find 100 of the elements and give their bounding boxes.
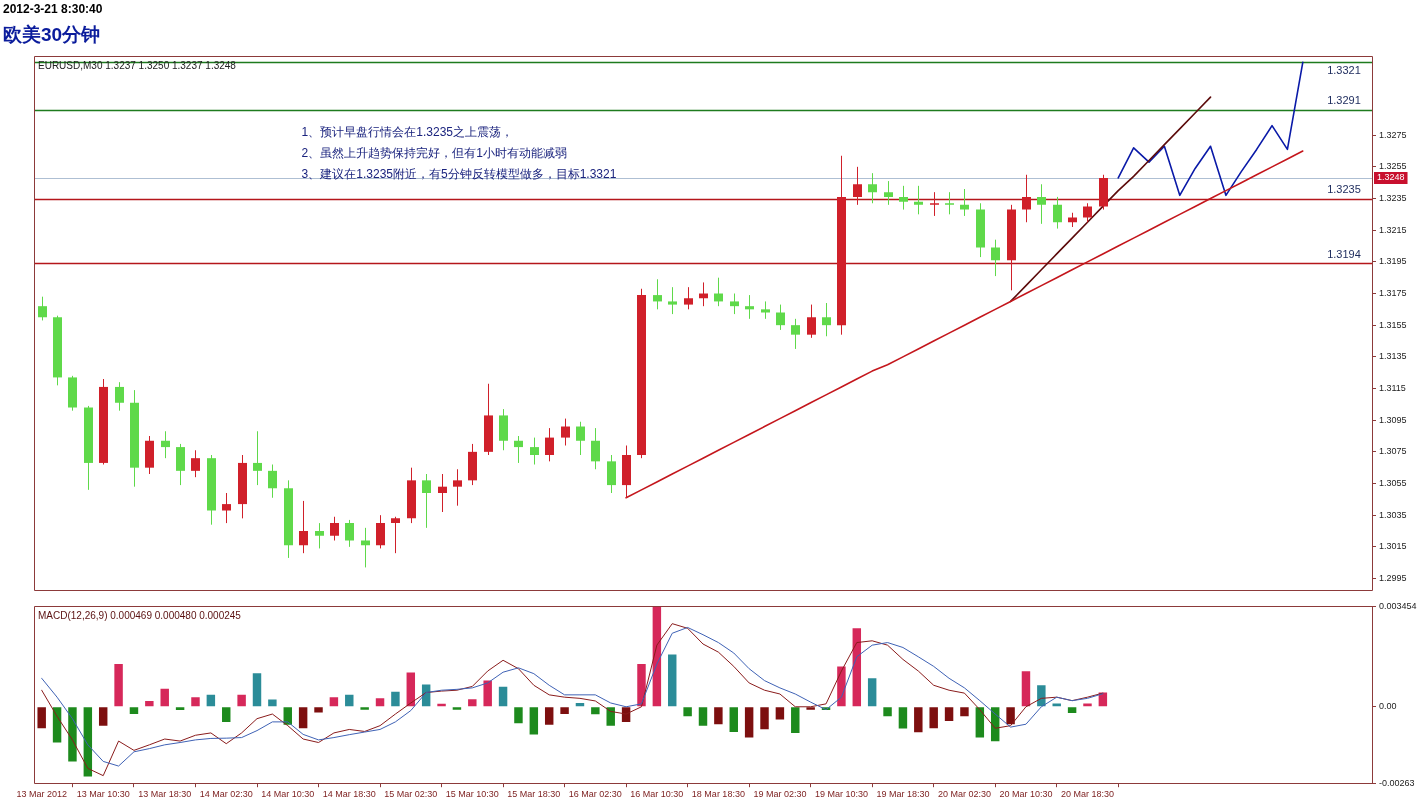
- candlestick: [853, 166, 862, 206]
- ref-line-label: 1.3291: [1327, 94, 1361, 107]
- bar: [867, 678, 877, 707]
- x-tick-label: 16 Mar 10:30: [630, 789, 684, 800]
- x-tick-label: 13 Mar 2012: [16, 789, 67, 800]
- bar: [929, 707, 938, 729]
- candlestick: [530, 437, 539, 466]
- bar: [375, 698, 385, 707]
- y-tick-label: 1.3015: [1379, 541, 1407, 552]
- candlestick: [38, 296, 47, 321]
- y-tick-label: 1.3195: [1379, 256, 1407, 267]
- y-tick-label: 1.3215: [1379, 224, 1407, 235]
- candlestick: [222, 492, 231, 524]
- ref-line-label: 1.3235: [1327, 183, 1361, 196]
- ref-line-label: 1.3321: [1327, 63, 1361, 76]
- candlestick: [176, 443, 185, 486]
- x-tick-label: 15 Mar 10:30: [445, 789, 499, 800]
- bar: [406, 672, 416, 707]
- bar: [437, 703, 446, 707]
- bar: [452, 707, 462, 710]
- candlestick: [268, 464, 277, 499]
- candlestick: [945, 191, 954, 215]
- bar: [806, 707, 815, 710]
- bar: [68, 707, 77, 762]
- bar: [83, 707, 93, 777]
- x-tick-label: 18 Mar 18:30: [691, 789, 745, 800]
- candlestick: [561, 418, 570, 447]
- candlestick: [576, 421, 585, 456]
- ref-line-label: 1.3248: [1377, 172, 1405, 183]
- x-tick-label: 13 Mar 10:30: [76, 789, 130, 800]
- bar: [791, 707, 800, 733]
- candlestick: [653, 278, 662, 310]
- bar: [360, 707, 369, 710]
- bar: [329, 697, 339, 707]
- y-tick-label: 0.003454: [1379, 600, 1417, 611]
- bar: [498, 686, 508, 707]
- candlestick: [730, 293, 739, 315]
- y-tick-label: 1.3175: [1379, 287, 1407, 298]
- y-tick-label: 0.00: [1379, 701, 1397, 712]
- bar: [698, 707, 708, 726]
- y-tick-label: 1.2995: [1379, 573, 1407, 583]
- candlestick: [315, 522, 324, 549]
- candlestick: [438, 473, 447, 513]
- y-axis-title: EURUSD,M30 1.3237 1.3250 1.3237 1.3248: [38, 60, 237, 71]
- candlestick: [668, 286, 677, 315]
- bar: [960, 707, 969, 717]
- candlestick: [1022, 174, 1031, 223]
- candlestick: [345, 519, 354, 548]
- candlestick: [807, 304, 816, 339]
- y-tick-label: 1.3135: [1379, 351, 1407, 362]
- candlestick: [960, 188, 969, 217]
- bar: [714, 707, 723, 725]
- bar: [160, 688, 169, 707]
- x-tick-label: 14 Mar 02:30: [199, 789, 253, 800]
- x-tick-label: 16 Mar 02:30: [568, 789, 622, 800]
- candlestick: [391, 516, 400, 554]
- x-tick-label: 13 Mar 18:30: [138, 789, 192, 800]
- bar: [191, 697, 200, 707]
- bar: [975, 707, 985, 738]
- candlestick: [545, 427, 554, 462]
- x-tick-label: 19 Mar 18:30: [876, 789, 930, 800]
- bar: [744, 707, 754, 738]
- candlestick: [899, 185, 908, 211]
- bar: [114, 664, 123, 707]
- bar: [129, 707, 139, 715]
- candlestick: [422, 473, 431, 529]
- y-tick-label: 1.3095: [1379, 414, 1407, 425]
- candlestick: [1083, 202, 1092, 223]
- candlestick: [930, 191, 939, 217]
- candlestick: [745, 294, 754, 320]
- bar: [391, 691, 400, 707]
- y-tick-label: 1.3035: [1379, 509, 1407, 520]
- x-tick-label: 20 Mar 18:30: [1060, 789, 1115, 800]
- bar: [468, 699, 477, 707]
- bar: [37, 707, 46, 729]
- bar: [298, 707, 308, 729]
- candlestick: [376, 514, 385, 549]
- bar: [683, 707, 692, 717]
- x-tick-label: 15 Mar 18:30: [507, 789, 561, 800]
- bar: [268, 699, 277, 707]
- bar: [529, 707, 539, 735]
- candlestick: [791, 318, 800, 350]
- bar: [206, 694, 216, 707]
- x-tick-label: 19 Mar 10:30: [814, 789, 868, 800]
- bar: [544, 707, 554, 725]
- bar: [591, 707, 600, 715]
- y-tick-label: 1.3055: [1379, 478, 1407, 488]
- bar: [252, 673, 262, 707]
- candlestick: [1037, 183, 1046, 225]
- x-tick-label: 20 Mar 10:30: [999, 789, 1053, 800]
- y-tick-label: 1.3235: [1379, 192, 1407, 203]
- bar: [637, 664, 646, 707]
- candlestick: [914, 185, 923, 215]
- bar: [145, 700, 154, 707]
- bar: [175, 707, 185, 710]
- bar: [914, 707, 923, 733]
- bar: [729, 707, 738, 733]
- x-tick-label: 14 Mar 10:30: [261, 789, 315, 800]
- candlestick: [161, 430, 170, 459]
- x-tick-label: 15 Mar 02:30: [384, 789, 438, 800]
